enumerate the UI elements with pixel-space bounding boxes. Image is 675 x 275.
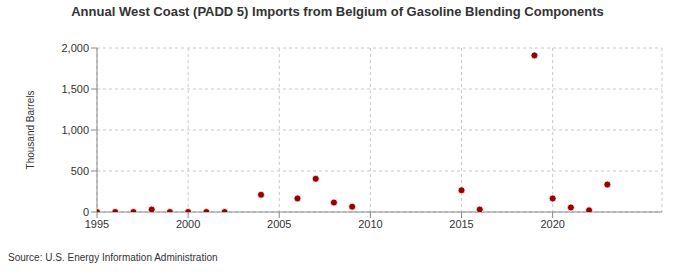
svg-text:1,500: 1,500: [61, 83, 89, 95]
svg-text:2000: 2000: [176, 218, 200, 230]
svg-text:2,000: 2,000: [61, 42, 89, 54]
svg-text:2015: 2015: [449, 218, 473, 230]
html-text:Source: U.S. Energy Informatio: Source: U.S. Energy Information Administ…: [8, 252, 218, 263]
svg-text:1,000: 1,000: [61, 124, 89, 136]
html-text:Annual West Coast (PADD 5) Imp: Annual West Coast (PADD 5) Imports from …: [71, 4, 604, 19]
svg-text:2005: 2005: [267, 218, 291, 230]
svg-text:2010: 2010: [358, 218, 382, 230]
svg-text:1995: 1995: [85, 218, 109, 230]
svg-text:500: 500: [71, 165, 89, 177]
svg-text:Thousand Barrels: Thousand Barrels: [25, 91, 36, 170]
svg-text:0: 0: [83, 206, 89, 218]
svg-text:2020: 2020: [540, 218, 564, 230]
